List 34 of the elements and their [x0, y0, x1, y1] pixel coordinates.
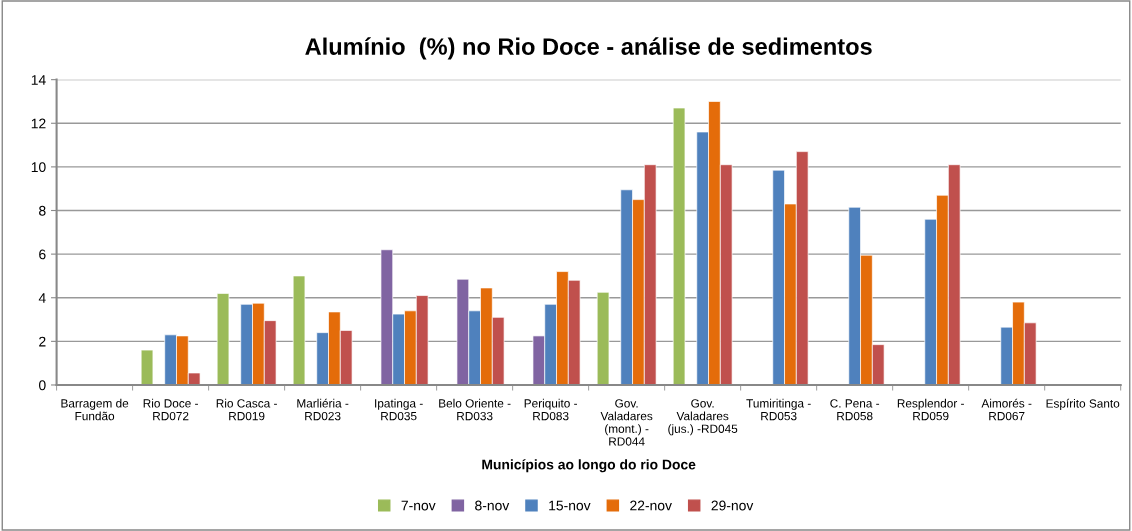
x-tick-label: Ipatinga - RD035	[375, 398, 423, 421]
y-tick-label: 2	[39, 336, 46, 347]
bar	[140, 349, 154, 385]
x-tick-label: Belo Oriente - RD033	[439, 398, 511, 421]
x-tick-label: Gov. Valadares (mont.) - RD044	[600, 399, 653, 446]
x-tick-label: Aimorés - RD067	[981, 398, 1032, 421]
bar	[672, 107, 686, 385]
x-tick-label: Rio Casca - RD019	[216, 398, 277, 421]
x-tick-label: Periquito - RD083	[524, 398, 578, 421]
legend-label: 8-nov	[475, 500, 510, 511]
y-tick-label: 12	[31, 118, 46, 129]
x-axis-title: Municípios ao longo do rio Doce	[482, 459, 696, 473]
y-tick-label: 4	[38, 293, 46, 303]
legend-label: 15-nov	[549, 500, 591, 511]
y-tick-label: 0	[39, 380, 46, 391]
x-tick-label: Gov. Valadares (jus.) -RD045	[668, 399, 738, 436]
x-tick-label: Resplendor - RD059	[897, 398, 964, 421]
bar	[596, 291, 610, 385]
x-tick-label: C. Pena - RD058	[830, 399, 880, 421]
x-tick-label: Marliéria - RD023	[297, 398, 349, 421]
y-tick-label: 10	[31, 162, 46, 173]
bar	[292, 275, 306, 385]
x-tick-label: Rio Doce - RD072	[143, 398, 198, 421]
x-tick-label: Espírito Santo	[1046, 398, 1120, 411]
x-tick-label: Barragem de Fundão	[61, 398, 129, 421]
bar	[216, 293, 230, 385]
chart-title: Alumínio (%) no Rio Doce - análise de sedimentos	[305, 37, 872, 60]
y-tick-label: 8	[39, 205, 46, 216]
legend-label: 22-nov	[630, 500, 672, 511]
legend-label: 29-nov	[711, 500, 754, 511]
x-tick-label: Tumiritinga - RD053	[746, 398, 811, 421]
legend-label: 7-nov	[401, 500, 436, 511]
y-tick-label: 6	[39, 249, 46, 260]
y-tick-label: 14	[31, 75, 46, 85]
